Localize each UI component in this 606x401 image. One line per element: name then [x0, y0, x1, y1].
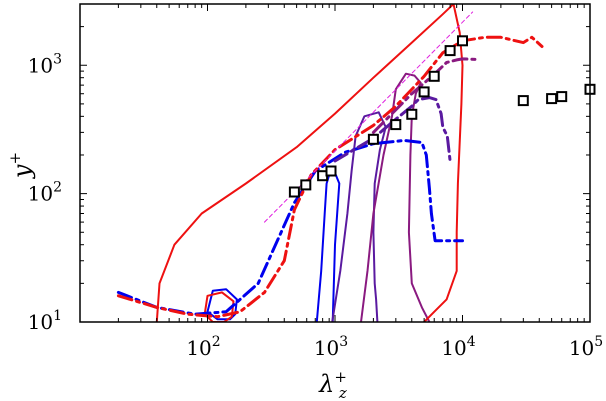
- series-layer: [116, 4, 544, 322]
- series-contour-red-right: [423, 4, 464, 322]
- marker-square: [444, 45, 456, 57]
- x-tick-label: 102: [186, 334, 220, 360]
- series-premultiplied-purple-2: [371, 57, 479, 134]
- y-tick-label: 103: [28, 51, 62, 77]
- marker-square: [406, 108, 418, 120]
- series-contour-purple-1: [331, 111, 387, 322]
- x-axis-label: λ+ z: [318, 368, 347, 401]
- marker-square: [390, 119, 402, 131]
- series-contour-purple-2: [360, 72, 431, 322]
- marker-square: [367, 133, 379, 145]
- tick-layer: 102 103 104 105 101 102 103: [28, 3, 603, 360]
- series-premultiplied-red: [116, 35, 544, 319]
- marker-square: [288, 186, 300, 198]
- y-axis-label: y+: [6, 152, 36, 179]
- series-loop-red: [203, 291, 235, 322]
- y-tick-label: 101: [28, 308, 62, 334]
- x-tick-label: 103: [314, 334, 348, 360]
- marker-square: [300, 179, 312, 191]
- x-tick-label: 104: [441, 334, 475, 360]
- series-premultiplied-purple: [333, 96, 452, 163]
- series-loop-blue: [206, 288, 238, 321]
- marker-square: [556, 91, 568, 103]
- x-tick-label: 105: [569, 334, 603, 360]
- marker-square: [325, 165, 337, 177]
- marker-square: [517, 95, 529, 107]
- marker-square: [457, 35, 468, 47]
- series-contour-red: [155, 4, 455, 322]
- marker-square: [418, 86, 430, 98]
- marker-layer: [288, 35, 596, 198]
- marker-square: [546, 93, 558, 105]
- marker-square: [428, 70, 440, 82]
- y-tick-label: 102: [28, 180, 62, 206]
